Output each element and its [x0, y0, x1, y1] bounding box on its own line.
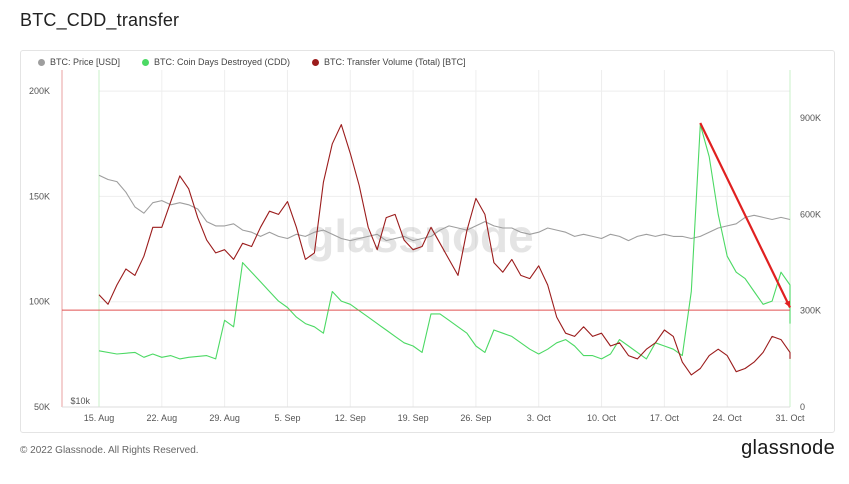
x-tick-label: 15. Aug: [84, 413, 115, 423]
legend-item-cdd[interactable]: BTC: Coin Days Destroyed (CDD): [142, 57, 290, 67]
y-left-tick-label: 50K: [34, 402, 50, 412]
glassnode-logo[interactable]: glassnode: [741, 437, 835, 459]
chart-series: [98, 124, 791, 376]
x-tick-label: 10. Oct: [587, 413, 617, 423]
x-tick-label: 5. Sep: [274, 413, 300, 423]
y-right-tick-label: 600K: [800, 209, 821, 219]
chart-annotations: [62, 122, 791, 311]
legend-transfer-dot: [312, 58, 320, 66]
legend-price-dot: [38, 58, 45, 66]
legend-transfer-label: BTC: Transfer Volume (Total) [BTC]: [324, 57, 466, 67]
legend-price-label: BTC: Price [USD]: [50, 57, 121, 67]
legend-item-transfer-volume[interactable]: BTC: Transfer Volume (Total) [BTC]: [312, 57, 466, 67]
chart-watermark: glassnode: [306, 210, 534, 262]
x-tick-label: 17. Oct: [650, 413, 680, 423]
chart-frame: [20, 50, 835, 433]
x-tick-label: 19. Sep: [398, 413, 429, 423]
page-title: BTC_CDD_transfer: [20, 10, 180, 30]
x-tick-label: 24. Oct: [713, 413, 743, 423]
price-line: [98, 174, 791, 242]
y-left-tick-label: 100K: [29, 297, 50, 307]
x-tick-label: 29. Aug: [209, 413, 240, 423]
y-right-tick-label: 900K: [800, 113, 821, 123]
footer-copyright: © 2022 Glassnode. All Rights Reserved.: [20, 445, 199, 456]
y-left-tick-label: $10k: [70, 396, 90, 406]
y-left-tick-label: 200K: [29, 86, 50, 96]
chart-plot: glassnode 15. Aug 22. Aug 29. Aug 5. Sep 12.…: [29, 70, 821, 423]
legend-item-price[interactable]: BTC: Price [USD]: [38, 57, 120, 67]
x-tick-label: 22. Aug: [147, 413, 178, 423]
chart-axes: 15. Aug 22. Aug 29. Aug 5. Sep 12. Sep 19. Se…: [29, 70, 821, 423]
y-right-tick-label: 0: [800, 402, 805, 412]
cdd-line: [98, 124, 791, 360]
trend-arrow-head: [784, 300, 790, 308]
x-tick-label: 26. Sep: [460, 413, 491, 423]
legend-cdd-label: BTC: Coin Days Destroyed (CDD): [154, 57, 291, 67]
trend-arrow-line: [699, 122, 791, 308]
x-tick-label: 3. Oct: [527, 413, 552, 423]
x-tick-label: 31. Oct: [775, 413, 805, 423]
chart-legend: BTC: Price [USD] BTC: Coin Days Destroye…: [38, 57, 466, 67]
transfer-volume-line: [98, 124, 791, 376]
legend-cdd-dot: [142, 58, 150, 66]
y-left-tick-label: 150K: [29, 191, 50, 201]
x-tick-label: 12. Sep: [335, 413, 366, 423]
y-right-tick-label: 300K: [800, 306, 821, 316]
